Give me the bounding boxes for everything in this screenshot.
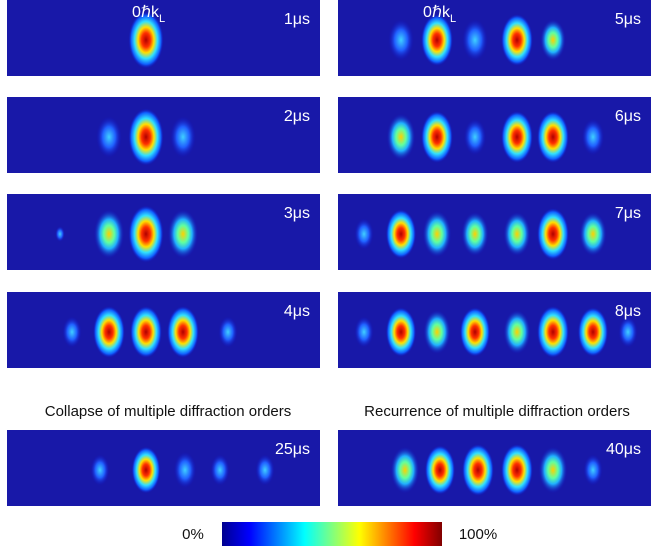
atom-cloud — [423, 211, 452, 258]
time-label: 4μs — [284, 303, 310, 320]
atom-cloud — [391, 447, 420, 494]
time-label: 3μs — [284, 205, 310, 222]
atom-cloud — [537, 111, 569, 163]
atom-cloud — [62, 316, 81, 347]
atom-cloud — [354, 316, 373, 347]
atom-cloud — [386, 209, 416, 258]
time-label: 8μs — [615, 303, 641, 320]
atom-cloud — [618, 316, 637, 347]
atom-cloud — [354, 218, 373, 249]
figure: 1μs2μs3μs4μs5μs6μs7μs8μs25μs40μs 0ℏkL 0ℏ… — [0, 0, 652, 547]
atom-cloud — [462, 444, 494, 496]
image-panel — [338, 430, 651, 506]
atom-cloud — [425, 445, 455, 494]
atom-cloud — [132, 447, 161, 494]
atom-cloud — [501, 444, 533, 496]
atom-cloud — [539, 447, 568, 494]
atom-cloud — [388, 19, 414, 61]
atom-cloud — [578, 307, 608, 356]
atom-cloud — [421, 111, 453, 163]
time-label: 2μs — [284, 108, 310, 125]
colorbar — [222, 522, 442, 546]
atom-cloud — [168, 209, 198, 258]
atom-cloud — [255, 454, 274, 485]
time-label: 6μs — [615, 108, 641, 125]
time-label: 1μs — [284, 11, 310, 28]
time-label: 40μs — [606, 441, 641, 458]
atom-cloud — [421, 14, 453, 66]
atom-cloud — [501, 111, 533, 163]
atom-cloud — [423, 310, 450, 354]
image-panel — [338, 0, 651, 76]
atom-cloud — [537, 208, 569, 260]
atom-cloud — [583, 454, 602, 485]
atom-cloud — [94, 209, 124, 258]
atom-cloud — [170, 116, 196, 158]
atom-cloud — [130, 306, 162, 358]
time-label: 25μs — [275, 441, 310, 458]
colorbar-max: 100% — [459, 526, 497, 543]
time-label: 7μs — [615, 205, 641, 222]
atom-cloud — [218, 316, 237, 347]
atom-cloud — [55, 226, 65, 242]
atom-cloud — [128, 205, 163, 262]
caption: Collapse of multiple diffraction orders — [45, 403, 292, 420]
caption: Recurrence of multiple diffraction order… — [364, 403, 630, 420]
atom-cloud — [167, 306, 199, 358]
atom-cloud — [386, 307, 416, 356]
atom-cloud — [210, 454, 229, 485]
atom-cloud — [462, 19, 488, 61]
atom-cloud — [461, 212, 488, 256]
atom-cloud — [582, 119, 604, 155]
atom-cloud — [464, 119, 486, 155]
atom-cloud — [579, 212, 606, 256]
atom-cloud — [387, 114, 416, 161]
atom-cloud — [503, 212, 530, 256]
atom-cloud — [128, 108, 163, 165]
atom-cloud — [460, 307, 490, 356]
time-label: 5μs — [615, 11, 641, 28]
atom-cloud — [93, 306, 125, 358]
image-panel — [7, 292, 320, 368]
panels: 1μs 2μs 3μs 4μs 5μs 6μs 7μs 8μs 25μs 40μs — [7, 0, 651, 506]
atom-cloud — [174, 452, 196, 488]
atom-cloud — [90, 454, 109, 485]
atom-cloud — [540, 19, 566, 61]
atom-cloud — [501, 14, 533, 66]
atom-cloud — [96, 116, 122, 158]
atom-cloud — [537, 306, 569, 358]
atom-cloud — [503, 310, 530, 354]
colorbar-min: 0% — [182, 526, 204, 543]
